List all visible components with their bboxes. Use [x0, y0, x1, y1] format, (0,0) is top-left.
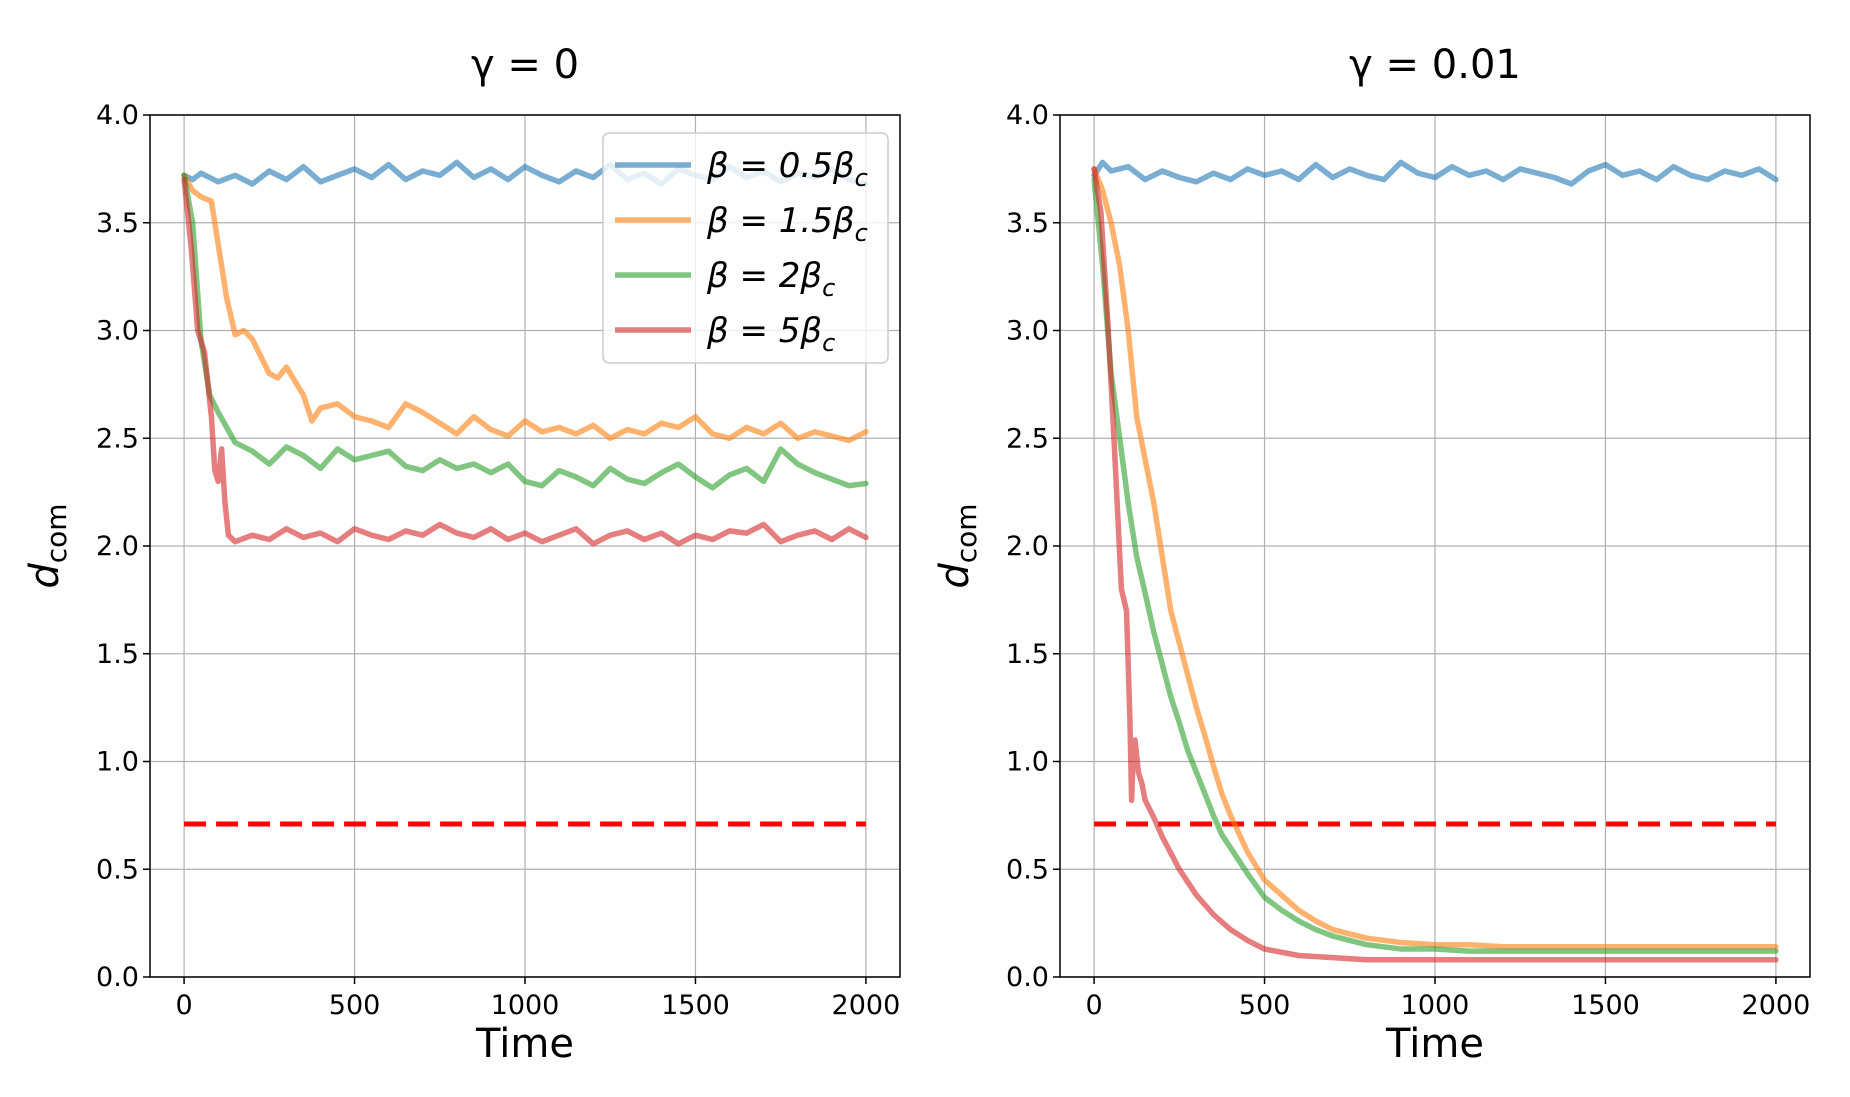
- y-tick-label: 0.0: [1006, 962, 1049, 993]
- series-line-beta-2: [181, 172, 869, 491]
- series-line-beta-5: [1091, 166, 1779, 963]
- panel-2: 0 500 1000 1500 2000 0.0 0.5 1.0 1.5 2.0 2.5 3.0 3.5…: [932, 42, 1811, 1067]
- legend-label-subscript: c: [855, 164, 868, 192]
- y-tick-label: 2.5: [96, 423, 139, 454]
- y-axis-label-main: d: [22, 563, 68, 589]
- y-tick-label: 4.0: [96, 100, 139, 131]
- legend-box: [602, 132, 889, 364]
- y-tick-label: 1.5: [96, 639, 139, 670]
- legend-label-subscript: c: [822, 274, 835, 302]
- y-tick-label: 1.0: [96, 747, 139, 778]
- y-axis-label-subscript: com: [40, 503, 73, 563]
- series-line-beta-5: [181, 176, 869, 547]
- x-tick-label: 2000: [832, 990, 901, 1021]
- y-axis-label: dcom: [22, 503, 73, 588]
- x-axis-label: Time: [475, 1021, 574, 1067]
- legend-label: β = 1.5βc: [706, 201, 868, 247]
- y-tick-label: 4.0: [1006, 100, 1049, 131]
- legend-label: β = 0.5βc: [706, 146, 868, 192]
- series-line-beta-2: [1091, 176, 1779, 954]
- x-axis-label: Time: [1385, 1021, 1484, 1067]
- x-tick-label: 1500: [661, 990, 730, 1021]
- x-tick-label: 1000: [1401, 990, 1470, 1021]
- x-tick-label: 500: [1239, 990, 1291, 1021]
- y-tick-label: 0.5: [96, 854, 139, 885]
- legend-label-main: β = 1.5β: [706, 201, 855, 241]
- legend-label: β = 5βc: [706, 311, 835, 357]
- y-tick-label: 3.5: [1006, 208, 1049, 239]
- y-tick-label: 1.0: [1006, 747, 1049, 778]
- y-tick-label: 3.0: [96, 316, 139, 347]
- series-line-beta-1-5: [1091, 166, 1779, 950]
- y-tick-label: 0.0: [96, 962, 139, 993]
- legend-label: β = 2βc: [706, 256, 835, 302]
- legend-label-main: β = 2β: [706, 256, 822, 296]
- series-line-beta-1-5: [181, 172, 869, 444]
- panel-1: 0 500 1000 1500 2000 0.0 0.5 1.0 1.5 2.0 2.5 3.0 3.5…: [22, 42, 901, 1067]
- y-tick-label: 3.0: [1006, 316, 1049, 347]
- y-tick-label: 2.5: [1006, 423, 1049, 454]
- y-tick-label: 0.5: [1006, 854, 1049, 885]
- x-tick-label: 2000: [1742, 990, 1811, 1021]
- x-tick-label: 500: [329, 990, 381, 1021]
- y-axis-label-main: d: [932, 563, 978, 589]
- x-tick-label: 0: [1085, 990, 1102, 1021]
- panel-title: γ = 0.01: [1349, 42, 1521, 88]
- panel-title: γ = 0: [471, 42, 579, 88]
- legend-label-main: β = 0.5β: [706, 146, 855, 186]
- y-axis-label: dcom: [932, 503, 983, 588]
- series-line-beta-0-5: [1091, 159, 1779, 187]
- x-tick-label: 1000: [491, 990, 560, 1021]
- y-axis-label-subscript: com: [950, 503, 983, 563]
- y-tick-label: 2.0: [1006, 531, 1049, 562]
- y-tick-label: 3.5: [96, 208, 139, 239]
- x-tick-label: 1500: [1571, 990, 1640, 1021]
- legend-label-main: β = 5β: [706, 311, 822, 351]
- y-tick-label: 1.5: [1006, 639, 1049, 670]
- legend-label-subscript: c: [855, 219, 868, 247]
- legend-label-subscript: c: [822, 329, 835, 357]
- y-tick-label: 2.0: [96, 531, 139, 562]
- x-tick-label: 0: [175, 990, 192, 1021]
